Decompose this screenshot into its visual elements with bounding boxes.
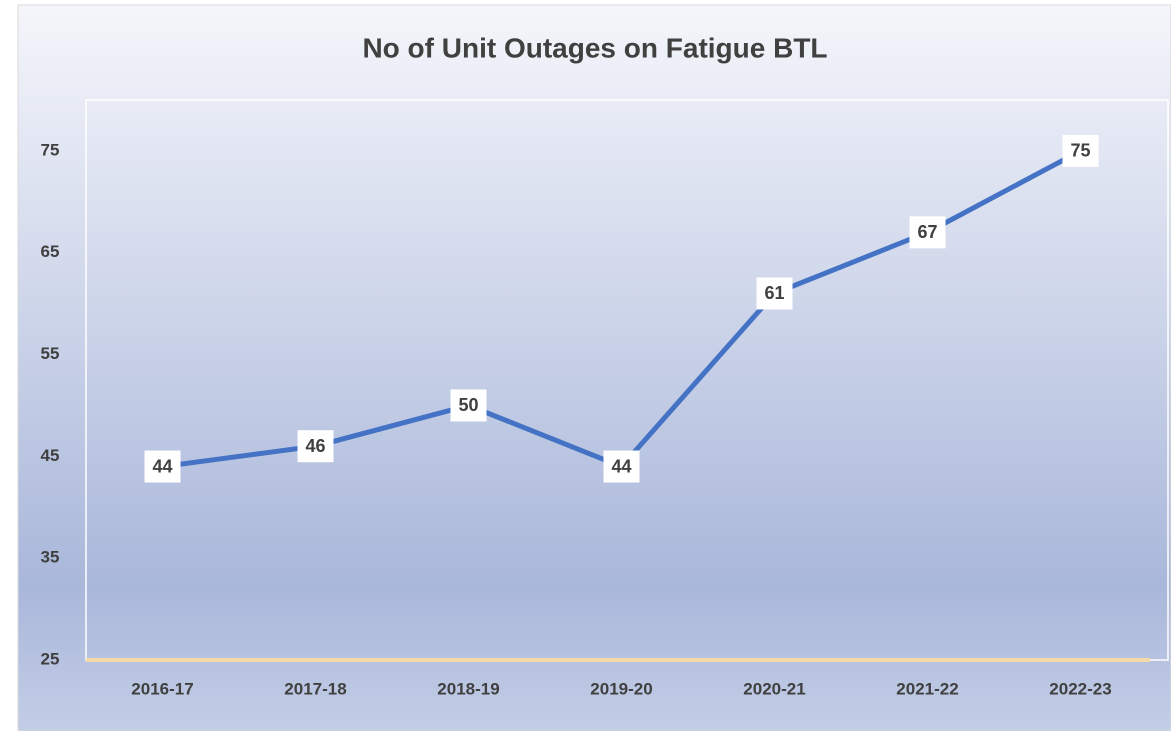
data-label-box — [144, 450, 181, 483]
data-label: 61 — [764, 283, 784, 303]
data-label-box — [603, 450, 640, 483]
data-label: 50 — [458, 395, 478, 415]
x-tick-label: 2016-17 — [131, 679, 193, 698]
chart-background — [17, 4, 1171, 731]
x-tick-label: 2019-20 — [590, 679, 652, 698]
y-tick-label: 65 — [41, 242, 60, 261]
x-tick-label: 2022-23 — [1049, 679, 1111, 698]
data-label: 44 — [152, 456, 172, 476]
data-label: 46 — [305, 436, 325, 456]
x-tick-label: 2017-18 — [284, 679, 346, 698]
data-label-box — [756, 277, 793, 310]
x-tick-label: 2020-21 — [743, 679, 805, 698]
data-label-box — [909, 216, 946, 249]
y-tick-label: 75 — [41, 140, 60, 159]
data-label: 75 — [1070, 141, 1090, 161]
x-tick-label: 2021-22 — [896, 679, 958, 698]
data-label: 67 — [917, 222, 937, 242]
data-label: 44 — [611, 456, 631, 476]
y-tick-label: 35 — [41, 548, 60, 567]
y-tick-label: 25 — [41, 649, 60, 668]
y-tick-label: 45 — [41, 446, 60, 465]
chart-title: No of Unit Outages on Fatigue BTL — [362, 32, 827, 63]
data-label-box — [1062, 134, 1099, 167]
y-tick-label: 55 — [41, 344, 60, 363]
x-tick-label: 2018-19 — [437, 679, 499, 698]
data-label-box — [450, 389, 487, 422]
data-label-box — [297, 430, 334, 463]
